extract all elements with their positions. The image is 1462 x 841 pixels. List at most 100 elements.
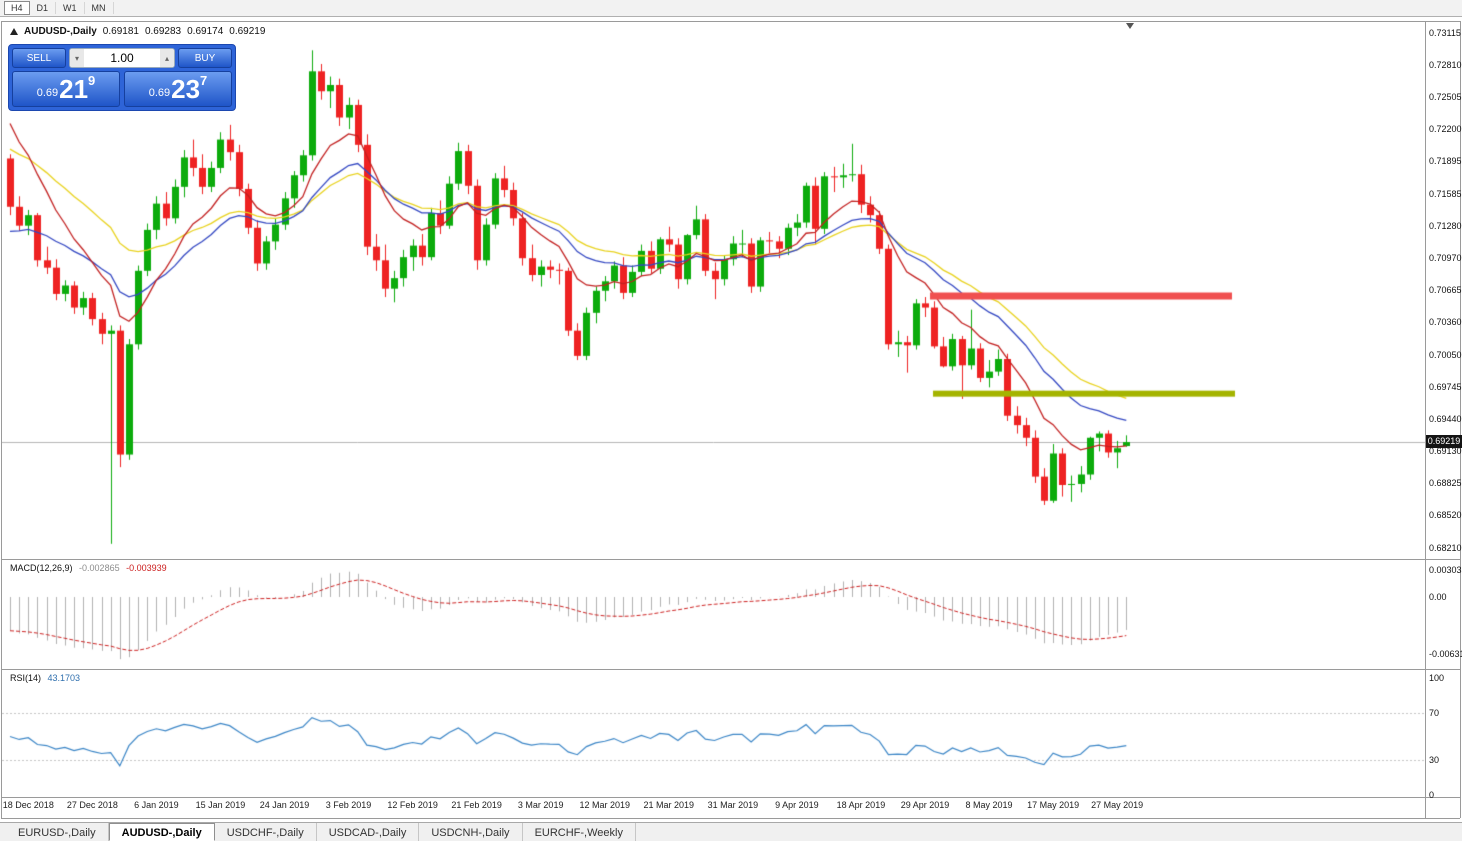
- price-axis-tick: 0.72200: [1429, 124, 1462, 135]
- timeframe-button-h4[interactable]: H4: [4, 1, 30, 15]
- chart-frame-right: [1460, 21, 1461, 818]
- rsi-axis: 100 70 30 0: [1428, 0, 1461, 841]
- one-click-trading-panel: SELL ▾ ▴ BUY 0.69 21 9 0.69 23 7: [8, 44, 236, 111]
- chart-title-icon: [10, 28, 18, 35]
- macd-axis-tick: 0.00: [1429, 592, 1447, 602]
- macd-main-value: -0.002865: [79, 563, 120, 573]
- rsi-axis-tick: 70: [1429, 708, 1440, 719]
- buy-price-big: 23: [171, 74, 201, 104]
- rsi-value: 43.1703: [47, 673, 81, 683]
- date-axis-label: 21 Mar 2019: [643, 800, 695, 810]
- date-axis-label: 9 Apr 2019: [775, 800, 819, 810]
- chart-tabs: EURUSD-,Daily AUDUSD-,Daily USDCHF-,Daily U…: [6, 823, 636, 841]
- date-axis-label: 6 Jan 2019: [134, 800, 179, 810]
- timeframe-toolbar: H4 D1 W1 MN: [0, 0, 1462, 17]
- price-axis-tick: 0.72810: [1429, 60, 1462, 71]
- date-axis-label: 21 Feb 2019: [451, 800, 502, 810]
- high-value: 0.69283: [144, 26, 182, 37]
- volume-decrease-button[interactable]: ▾: [70, 49, 84, 67]
- volume-increase-button[interactable]: ▴: [160, 49, 174, 67]
- sell-price-big: 21: [59, 74, 89, 104]
- price-axis-tick: 0.70050: [1429, 349, 1462, 360]
- chart-symbol-period: AUDUSD-,Daily: [24, 26, 97, 37]
- chart-ohlc-header: AUDUSD-,Daily 0.69181 0.69283 0.69174 0.…: [10, 26, 265, 37]
- price-axis-tick: 0.69440: [1429, 413, 1462, 424]
- main-chart-canvas[interactable]: [2, 22, 1425, 559]
- price-axis-tick: 0.70360: [1429, 317, 1462, 328]
- rsi-indicator-label: RSI(14) 43.1703: [10, 673, 80, 683]
- macd-indicator-label: MACD(12,26,9) -0.002865 -0.003939: [10, 563, 167, 573]
- price-axis-tick: 0.68210: [1429, 543, 1462, 553]
- price-axis-tick: 0.71895: [1429, 156, 1462, 167]
- price-axis-tick: 0.71280: [1429, 220, 1462, 231]
- rsi-axis-tick: 0: [1429, 790, 1435, 800]
- date-axis-label: 17 May 2019: [1027, 800, 1080, 810]
- volume-field: ▾ ▴: [69, 48, 175, 68]
- date-axis-separator: [1, 797, 1460, 798]
- chart-tab-eurchf[interactable]: EURCHF-,Weekly: [523, 823, 636, 841]
- price-axis-tick: 0.73115: [1429, 28, 1461, 38]
- date-axis-label: 18 Apr 2019: [836, 800, 886, 810]
- price-axis-tick: 0.71585: [1429, 188, 1462, 199]
- chart-frame-bottom: [1, 818, 1460, 819]
- rsi-name: RSI(14): [10, 673, 42, 683]
- macd-panel-separator[interactable]: [1, 559, 1460, 560]
- price-axis-tick: 0.68520: [1429, 510, 1462, 521]
- chart-tab-bar: EURUSD-,Daily AUDUSD-,Daily USDCHF-,Daily U…: [0, 822, 1462, 841]
- low-value: 0.69174: [187, 26, 224, 37]
- price-axis: 0.73115 0.72810 0.72505 0.72200 0.71895 0.715…: [1428, 0, 1462, 841]
- chart-tab-usdcad[interactable]: USDCAD-,Daily: [317, 823, 420, 841]
- macd-axis-tick: 0.003035: [1429, 564, 1462, 575]
- date-axis-label: 3 Feb 2019: [325, 800, 372, 810]
- price-axis-tick: 0.68825: [1429, 478, 1462, 489]
- date-axis-label: 3 Mar 2019: [517, 800, 564, 810]
- timeframe-button-d1[interactable]: D1: [30, 2, 57, 14]
- buy-price-button[interactable]: 0.69 23 7: [124, 71, 232, 107]
- chart-frame-left: [1, 21, 2, 818]
- price-axis-separator: [1425, 21, 1426, 818]
- price-axis-tick: 0.70665: [1429, 285, 1462, 296]
- date-axis-label: 27 Dec 2018: [66, 800, 118, 810]
- macd-signal-value: -0.003939: [126, 563, 167, 573]
- timeframe-button-w1[interactable]: W1: [56, 2, 85, 14]
- rsi-axis-tick: 100: [1429, 673, 1445, 683]
- macd-chart-canvas[interactable]: [2, 560, 1425, 668]
- sell-price-button[interactable]: 0.69 21 9: [12, 71, 120, 107]
- date-axis-label: 8 May 2019: [965, 800, 1013, 810]
- timeframe-button-mn[interactable]: MN: [85, 2, 114, 14]
- close-value: 0.69219: [229, 26, 266, 37]
- sell-price-base: 0.69: [36, 87, 59, 99]
- price-axis-tick: 0.69130: [1429, 446, 1462, 457]
- timeframe-button-group: H4 D1 W1 MN: [0, 0, 1462, 16]
- date-axis-label: 12 Mar 2019: [579, 800, 631, 810]
- price-axis-tick: 0.70970: [1429, 253, 1462, 264]
- buy-button[interactable]: BUY: [178, 48, 232, 68]
- price-axis-tick: 0.69745: [1429, 381, 1462, 392]
- sell-price-sup: 9: [88, 73, 96, 88]
- price-axis-tick: 0.72505: [1429, 92, 1462, 103]
- chart-tab-usdcnh[interactable]: USDCNH-,Daily: [419, 823, 523, 841]
- date-axis: 18 Dec 2018 27 Dec 2018 6 Jan 2019 15 Jan 2…: [0, 800, 1462, 816]
- rsi-axis-tick: 30: [1429, 754, 1440, 765]
- buy-price-base: 0.69: [148, 87, 171, 99]
- macd-name: MACD(12,26,9): [10, 563, 73, 573]
- current-price-badge: 0.69219: [1426, 435, 1462, 449]
- open-value: 0.69181: [102, 26, 139, 37]
- date-axis-label: 12 Feb 2019: [387, 800, 438, 810]
- chart-tab-audusd[interactable]: AUDUSD-,Daily: [108, 823, 215, 841]
- chart-tab-eurusd[interactable]: EURUSD-,Daily: [6, 823, 109, 841]
- sell-button[interactable]: SELL: [12, 48, 66, 68]
- date-axis-label: 24 Jan 2019: [259, 800, 310, 810]
- chart-shift-marker[interactable]: [1126, 23, 1134, 29]
- date-axis-label: 27 May 2019: [1091, 800, 1144, 810]
- rsi-panel-separator[interactable]: [1, 669, 1460, 670]
- chart-tab-usdchf[interactable]: USDCHF-,Daily: [215, 823, 317, 841]
- chart-frame-top: [1, 21, 1460, 22]
- volume-input[interactable]: [84, 51, 160, 65]
- rsi-chart-canvas[interactable]: [2, 670, 1425, 797]
- date-axis-label: 31 Mar 2019: [707, 800, 759, 810]
- date-axis-label: 29 Apr 2019: [900, 800, 950, 810]
